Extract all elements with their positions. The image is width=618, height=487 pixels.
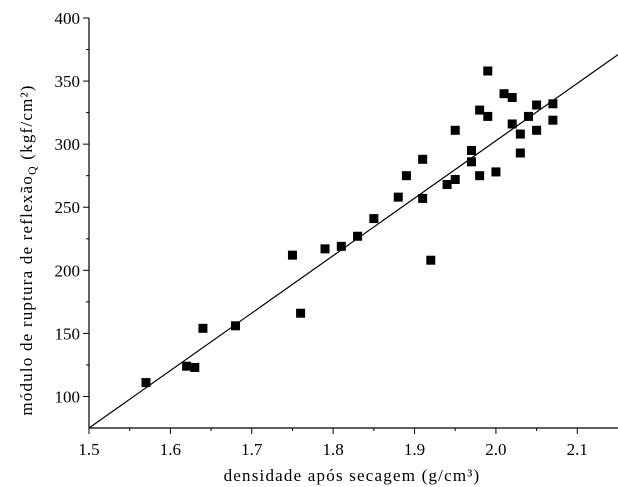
y-tick-label: 250	[55, 198, 81, 217]
data-point	[467, 157, 477, 167]
x-tick-label: 1.6	[160, 440, 181, 459]
data-point	[507, 92, 517, 102]
data-point	[515, 148, 525, 158]
x-tick-label: 1.9	[404, 440, 425, 459]
data-point	[418, 193, 428, 203]
y-axis-title-main: módulo de ruptura de reflexão	[17, 175, 36, 416]
data-point	[499, 89, 509, 99]
y-tick-label: 300	[55, 135, 81, 154]
data-point	[401, 171, 411, 181]
y-axis-title: módulo de ruptura de reflexãoQ (kgf/cm²)	[17, 84, 39, 415]
data-point	[230, 321, 240, 331]
data-point	[296, 308, 306, 318]
y-tick-label: 150	[55, 324, 81, 343]
y-tick-label: 100	[55, 387, 81, 406]
axes: 1.5 1.6 1.7 1.8 1.9 2.0 2.1 100 150 200 250 300 350 4…	[55, 9, 618, 459]
data-point	[450, 125, 460, 135]
regression-line	[88, 54, 618, 429]
data-point	[548, 99, 558, 109]
data-point	[532, 100, 542, 110]
y-axis-title-unit: (kgf/cm²)	[17, 84, 36, 165]
y-tick-label: 400	[55, 9, 81, 28]
data-point	[426, 255, 436, 265]
data-point	[450, 174, 460, 184]
data-point	[141, 378, 151, 388]
data-point	[507, 119, 517, 129]
x-axis-title: densidade após secagem (g/cm³)	[224, 466, 481, 485]
data-point	[190, 362, 200, 372]
y-tick-label: 200	[55, 261, 81, 280]
data-point	[353, 231, 363, 241]
data-point	[475, 105, 485, 115]
data-point	[393, 192, 403, 202]
data-point	[467, 145, 477, 155]
data-point	[523, 111, 533, 121]
data-point	[418, 154, 428, 164]
x-tick-label: 2.1	[567, 440, 588, 459]
data-point	[483, 66, 493, 76]
plot-area	[88, 54, 618, 429]
y-axis-title-subscript: Q	[25, 165, 39, 175]
y-tick-label: 350	[55, 72, 81, 91]
x-tick-label: 1.5	[78, 440, 99, 459]
data-point	[491, 167, 501, 177]
data-point	[548, 115, 558, 125]
data-point	[320, 244, 330, 254]
x-tick-label: 1.7	[241, 440, 263, 459]
data-point	[198, 323, 208, 333]
x-tick-label: 1.8	[323, 440, 344, 459]
data-point	[369, 214, 379, 224]
x-tick-label: 2.0	[485, 440, 506, 459]
data-point	[442, 180, 452, 190]
data-point	[475, 171, 485, 181]
data-point	[483, 111, 493, 121]
data-point	[182, 361, 192, 371]
data-point	[515, 129, 525, 139]
data-point	[532, 125, 542, 135]
data-point	[287, 250, 297, 260]
data-point	[336, 241, 346, 251]
